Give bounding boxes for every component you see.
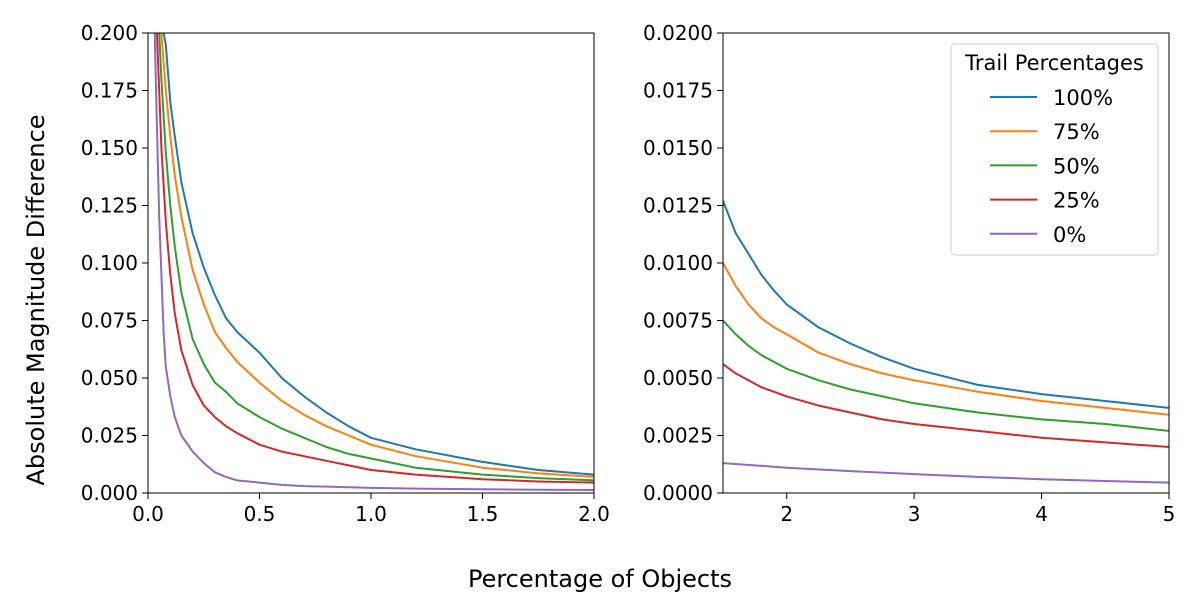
legend: Trail Percentages 100% 75% 50% 25% 0%: [950, 43, 1159, 256]
right-series-line-0: [723, 200, 1169, 409]
right-y-tick-label: 0.0075: [643, 309, 713, 333]
right-x-tick-label: 2: [780, 502, 793, 526]
right-y-tick-label: 0.0125: [643, 194, 713, 218]
left-panel: 0.0 0.5 1.0 1.5 2.0 0.000 0.025 0.050 0.075 0.100…: [81, 21, 610, 526]
left-y-tick-label: 0.000: [81, 481, 138, 505]
figure-y-label: Absolute Magnitude Difference: [22, 114, 50, 485]
right-y-tick-label: 0.0200: [643, 21, 713, 45]
legend-label-3: 25%: [1053, 189, 1100, 213]
right-x-tick-label: 4: [1035, 502, 1048, 526]
left-x-tick-label: 0.0: [132, 502, 164, 526]
right-y-tick-label: 0.0050: [643, 366, 713, 390]
right-x-tick-label: 3: [908, 502, 921, 526]
left-y-tick-label: 0.100: [81, 251, 138, 275]
left-y-tick-label: 0.075: [81, 309, 138, 333]
left-series-line-4: [153, 33, 594, 491]
legend-title: Trail Percentages: [964, 51, 1144, 75]
left-y-tick-label: 0.200: [81, 21, 138, 45]
legend-label-4: 0%: [1053, 223, 1086, 247]
left-y-tick-label: 0.175: [81, 79, 138, 103]
right-series-group: [723, 200, 1169, 484]
right-series-line-1: [723, 262, 1169, 416]
legend-label-1: 75%: [1053, 120, 1100, 144]
left-y-tick-label: 0.150: [81, 136, 138, 160]
left-axes-frame: [147, 32, 595, 494]
right-y-tick-label: 0.0025: [643, 424, 713, 448]
left-y-tick-label: 0.025: [81, 424, 138, 448]
left-y-tick-label: 0.125: [81, 194, 138, 218]
right-series-line-4: [723, 462, 1169, 484]
left-x-tick-label: 1.0: [355, 502, 387, 526]
left-x-tick-label: 1.5: [467, 502, 499, 526]
left-x-tick-label: 0.5: [244, 502, 276, 526]
right-y-tick-label: 0.0150: [643, 136, 713, 160]
right-y-tick-label: 0.0175: [643, 79, 713, 103]
right-y-tick-label: 0.0000: [643, 481, 713, 505]
right-series-line-2: [723, 319, 1169, 432]
right-panel: 2 3 4 5 0.0000 0.0025 0.0050 0.0075 0.0100 0.0125…: [643, 21, 1175, 526]
left-x-tick-label: 2.0: [578, 502, 610, 526]
left-series-line-1: [160, 33, 594, 478]
left-series-line-2: [158, 33, 594, 482]
legend-label-2: 50%: [1053, 154, 1100, 178]
right-x-tick-label: 5: [1163, 502, 1176, 526]
legend-label-0: 100%: [1053, 86, 1113, 110]
right-y-tick-label: 0.0100: [643, 251, 713, 275]
left-series-line-3: [155, 33, 594, 484]
right-series-line-3: [723, 363, 1169, 448]
figure-x-label: Percentage of Objects: [468, 565, 732, 593]
left-series-line-0: [162, 33, 594, 476]
left-y-tick-label: 0.050: [81, 366, 138, 390]
left-series-group: [153, 33, 594, 491]
